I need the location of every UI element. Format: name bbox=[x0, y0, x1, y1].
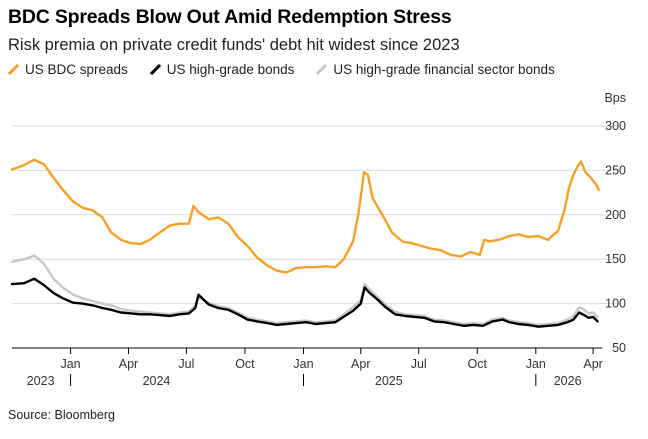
chart-subtitle: Risk premia on private credit funds' deb… bbox=[8, 36, 460, 54]
legend-item-fin: US high-grade financial sector bonds bbox=[316, 62, 555, 77]
legend-swatch-hg bbox=[149, 64, 161, 75]
x-tick-label-4: Jan bbox=[293, 357, 313, 371]
series-line-us-high-grade bbox=[10, 277, 599, 328]
series-line-bdc-spreads bbox=[10, 158, 600, 274]
x-tick-label-1: Apr bbox=[119, 357, 138, 371]
x-tick-label-3: Oct bbox=[235, 357, 255, 371]
legend-label-bdc: US BDC spreads bbox=[25, 62, 128, 77]
x-tick-label-5: Apr bbox=[351, 357, 370, 371]
x-tick-label-7: Oct bbox=[468, 357, 488, 371]
x-tick-label-8: Jan bbox=[526, 357, 546, 371]
y-tick-label-100: 100 bbox=[605, 297, 626, 311]
year-label-2023: 2023 bbox=[27, 374, 55, 388]
x-tick-label-6: Jul bbox=[411, 357, 427, 371]
source-note: Source: Bloomberg bbox=[8, 408, 116, 422]
y-tick-label-150: 150 bbox=[605, 252, 626, 266]
chart-title: BDC Spreads Blow Out Amid Redemption Str… bbox=[8, 6, 452, 28]
year-label-2024: 2024 bbox=[143, 374, 171, 388]
y-axis-unit: Bps bbox=[604, 91, 626, 105]
y-tick-label-200: 200 bbox=[605, 208, 626, 222]
year-label-2025: 2025 bbox=[375, 374, 403, 388]
year-label-2026: 2026 bbox=[554, 374, 582, 388]
legend-label-hg: US high-grade bonds bbox=[166, 62, 295, 77]
x-tick-label-0: Jan bbox=[60, 357, 80, 371]
legend-label-fin: US high-grade financial sector bonds bbox=[333, 62, 555, 77]
legend-swatch-bdc bbox=[8, 64, 19, 75]
y-tick-label-50: 50 bbox=[612, 341, 626, 355]
y-tick-label-300: 300 bbox=[605, 119, 626, 133]
y-tick-label-250: 250 bbox=[605, 163, 626, 177]
legend-item-bdc: US BDC spreads bbox=[8, 62, 128, 77]
series-line-us-hg-financial bbox=[10, 254, 599, 327]
chart-legend: US BDC spreads US high-grade bonds US hi… bbox=[8, 62, 555, 77]
x-tick-label-9: Apr bbox=[583, 357, 602, 371]
legend-item-hg: US high-grade bonds bbox=[149, 62, 295, 77]
legend-swatch-fin bbox=[316, 64, 328, 75]
x-tick-label-2: Jul bbox=[178, 357, 194, 371]
